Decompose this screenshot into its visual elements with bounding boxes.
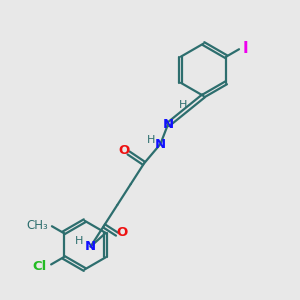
Text: N: N [85,240,96,253]
Text: N: N [162,118,173,131]
Text: CH₃: CH₃ [27,218,48,232]
Text: O: O [116,226,127,239]
Text: H: H [179,100,187,110]
Text: N: N [155,138,166,151]
Text: H: H [75,236,83,246]
Text: Cl: Cl [33,260,47,273]
Text: H: H [147,136,155,146]
Text: I: I [243,41,248,56]
Text: O: O [118,144,130,157]
